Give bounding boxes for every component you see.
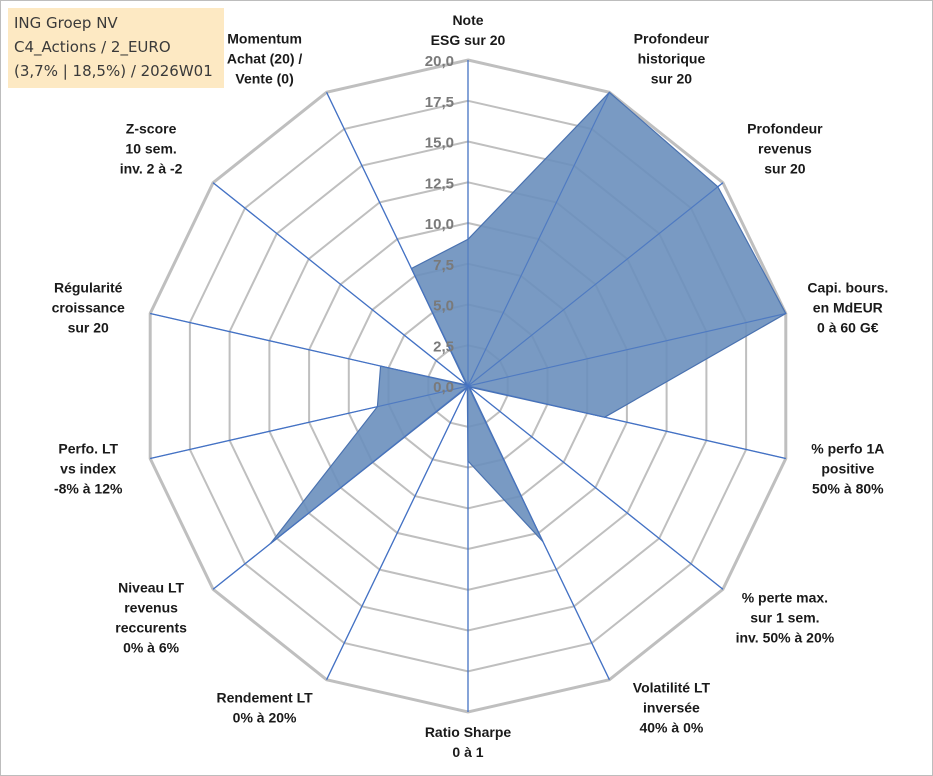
category-label-line: % perfo 1A	[811, 441, 884, 457]
category-label-line: % perte max.	[742, 589, 828, 605]
category-label: Profondeur historique sur 20	[634, 30, 710, 86]
title-category: C4_Actions / 2_EURO	[14, 38, 171, 56]
category-label: Régularité croissance sur 20	[52, 280, 125, 336]
title-box: ING Groep NV C4_Actions / 2_EURO (3,7% |…	[8, 8, 224, 88]
series-area	[270, 91, 787, 544]
category-labels: Note ESG sur 20 Profondeur historique sur 20…	[52, 12, 889, 760]
category-label-line: vs index	[60, 461, 116, 477]
title-company: ING Groep NV	[14, 14, 118, 32]
category-label-line: sur 20	[764, 161, 805, 177]
radial-axis-ticks: 0,0 2,5 5,0 7,5 10,0 12,5 15,0 17,5 20,0	[425, 53, 454, 396]
category-label-line: 10 sem.	[125, 141, 176, 157]
category-label-line: Note	[452, 12, 483, 28]
axis-spoke-overlay	[467, 385, 786, 459]
axis-spoke-overlay	[150, 385, 469, 459]
category-label: % perte max. sur 1 sem. inv. 50% à 20%	[736, 589, 835, 645]
tick-label: 2,5	[433, 338, 454, 355]
axis-spoke-overlay	[467, 385, 724, 590]
category-label-line: Perfo. LT	[58, 441, 118, 457]
axis-spoke-overlay	[467, 385, 610, 680]
category-label-line: 50% à 80%	[812, 481, 884, 497]
category-label-line: inv. 50% à 20%	[736, 629, 835, 645]
category-label-line: Z-score	[126, 121, 177, 137]
category-label: % perfo 1A positive 50% à 80%	[811, 441, 884, 497]
category-label-line: revenus	[124, 599, 178, 615]
tick-label: 15,0	[425, 135, 454, 152]
category-label-line: positive	[821, 461, 874, 477]
tick-label: 12,5	[425, 175, 454, 192]
axis-spoke-overlay	[150, 313, 469, 387]
category-label-line: reccurents	[115, 619, 187, 635]
category-label-line: inv. 2 à -2	[120, 161, 183, 177]
category-label: Ratio Sharpe 0 à 1	[425, 724, 512, 760]
category-label-line: 0 à 1	[452, 744, 483, 760]
axis-spoke-overlay	[212, 182, 469, 387]
category-label-line: Profondeur	[634, 30, 710, 46]
tick-label: 10,0	[425, 216, 454, 233]
category-label-line: Rendement LT	[216, 690, 313, 706]
axis-spoke-overlay	[326, 385, 469, 680]
category-label: Z-score 10 sem. inv. 2 à -2	[120, 121, 183, 177]
category-label-line: sur 20	[68, 320, 109, 336]
category-label: Momentum Achat (20) / Vente (0)	[227, 30, 303, 86]
category-label-line: historique	[638, 50, 706, 66]
category-label-line: croissance	[52, 300, 125, 316]
tick-label: 7,5	[433, 257, 454, 274]
category-label: Capi. bours. en MdEUR 0 à 60 G€	[807, 280, 888, 336]
tick-label: 20,0	[425, 53, 454, 70]
category-label-line: revenus	[758, 141, 812, 157]
category-label-line: ESG sur 20	[431, 32, 506, 48]
tick-label: 5,0	[433, 298, 454, 315]
category-label: Perfo. LT vs index -8% à 12%	[54, 441, 123, 497]
category-label: Volatilité LT inversée 40% à 0%	[633, 680, 711, 736]
category-label-line: Volatilité LT	[633, 680, 711, 696]
title-period: (3,7% | 18,5%) / 2026W01	[14, 62, 213, 80]
category-label-line: Capi. bours.	[807, 280, 888, 296]
category-label-line: sur 1 sem.	[750, 609, 819, 625]
tick-label: 0,0	[433, 379, 454, 396]
category-label-line: 40% à 0%	[639, 720, 703, 736]
axis-spoke-overlay	[467, 182, 724, 387]
category-label-line: Profondeur	[747, 121, 823, 137]
category-label: Niveau LT revenus reccurents 0% à 6%	[115, 579, 187, 655]
category-label-line: Vente (0)	[235, 70, 293, 86]
axis-spoke-overlay	[467, 313, 786, 387]
category-label-line: en MdEUR	[813, 300, 883, 316]
category-label-line: Achat (20) /	[227, 50, 303, 66]
axis-spoke-overlay	[212, 385, 469, 590]
category-label-line: Ratio Sharpe	[425, 724, 512, 740]
category-label-line: Régularité	[54, 280, 123, 296]
category-label-line: 0% à 20%	[233, 710, 297, 726]
category-label-line: sur 20	[651, 70, 692, 86]
tick-label: 17,5	[425, 94, 454, 111]
category-label-line: Niveau LT	[118, 579, 184, 595]
category-label-line: 0 à 60 G€	[817, 320, 879, 336]
radar-series	[150, 60, 787, 712]
axis-spoke-overlay	[326, 92, 469, 387]
category-label: Profondeur revenus sur 20	[747, 121, 823, 177]
axis-spoke-overlay	[467, 92, 610, 387]
category-label-line: 0% à 6%	[123, 639, 180, 655]
category-label-line: -8% à 12%	[54, 481, 123, 497]
category-label: Note ESG sur 20	[431, 12, 506, 48]
category-label: Rendement LT 0% à 20%	[216, 690, 313, 726]
category-label-line: inversée	[643, 700, 700, 716]
category-label-line: Momentum	[227, 30, 302, 46]
